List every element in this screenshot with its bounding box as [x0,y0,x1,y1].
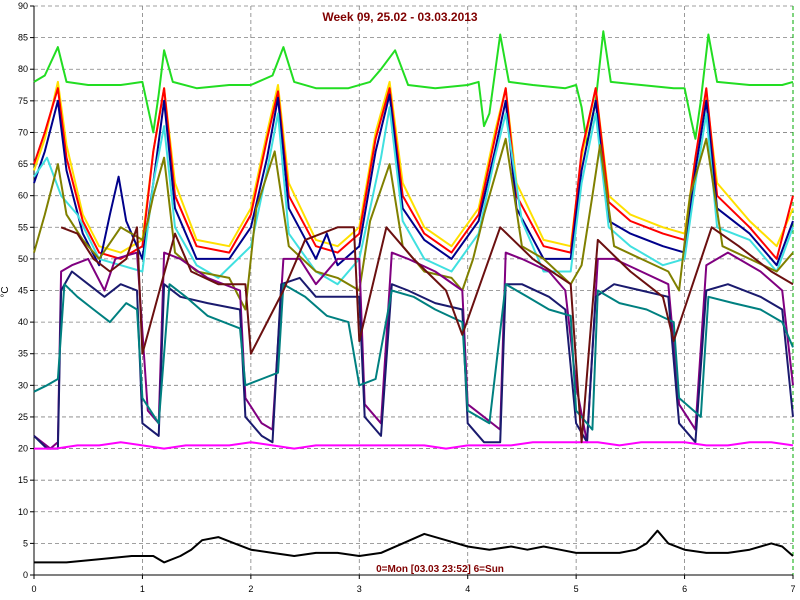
y-tick-label: 90 [18,1,28,11]
series-line-5 [33,106,794,286]
y-tick-label: 50 [18,254,28,264]
series-line-10 [34,441,794,450]
chart-annotation: 0=Mon [03.03 23:52] 6=Sun [376,564,504,575]
series-line-1 [33,30,794,147]
y-tick-label: 30 [18,380,28,390]
y-tick-label: 40 [18,317,28,327]
y-tick-label: 5 [23,538,28,548]
x-tick-label: 0 [31,584,36,594]
x-tick-label: 2 [248,584,253,594]
series-line-4 [33,93,794,267]
x-tick-label: 6 [682,584,687,594]
series-lines [33,30,794,564]
y-tick-label: 55 [18,222,28,232]
series-line-3 [33,87,794,260]
chart-title: Week 09, 25.02 - 03.03.2013 [322,10,478,24]
x-tick-labels: 0 1 2 3 4 5 6 7 [31,575,796,594]
y-tick-label: 60 [18,191,28,201]
x-tick-label: 7 [790,584,795,594]
series-line-6 [33,137,794,311]
y-tick-label: 15 [18,475,28,485]
y-tick-label: 0 [23,570,28,580]
y-tick-label: 45 [18,286,28,296]
y-axis-label: °C [0,286,11,297]
y-tick-label: 80 [18,64,28,74]
series-line-11 [60,226,794,444]
y-tick-label: 25 [18,412,28,422]
x-tick-label: 1 [140,584,145,594]
series-line-12 [34,529,794,564]
series-line-9 [33,283,794,431]
x-tick-label: 4 [465,584,470,594]
y-tick-label: 70 [18,127,28,137]
y-tick-label: 10 [18,507,28,517]
x-tick-label: 3 [357,584,362,594]
y-tick-label: 20 [18,444,28,454]
y-tick-labels: 0 5 10 15 20 25 30 35 40 45 50 55 60 65 70 75 80 85 90 [18,1,34,580]
x-tick-label: 5 [574,584,579,594]
series-line-8 [33,270,794,450]
y-tick-label: 85 [18,33,28,43]
y-tick-label: 65 [18,159,28,169]
y-tick-label: 35 [18,349,28,359]
y-tick-label: 75 [18,96,28,106]
